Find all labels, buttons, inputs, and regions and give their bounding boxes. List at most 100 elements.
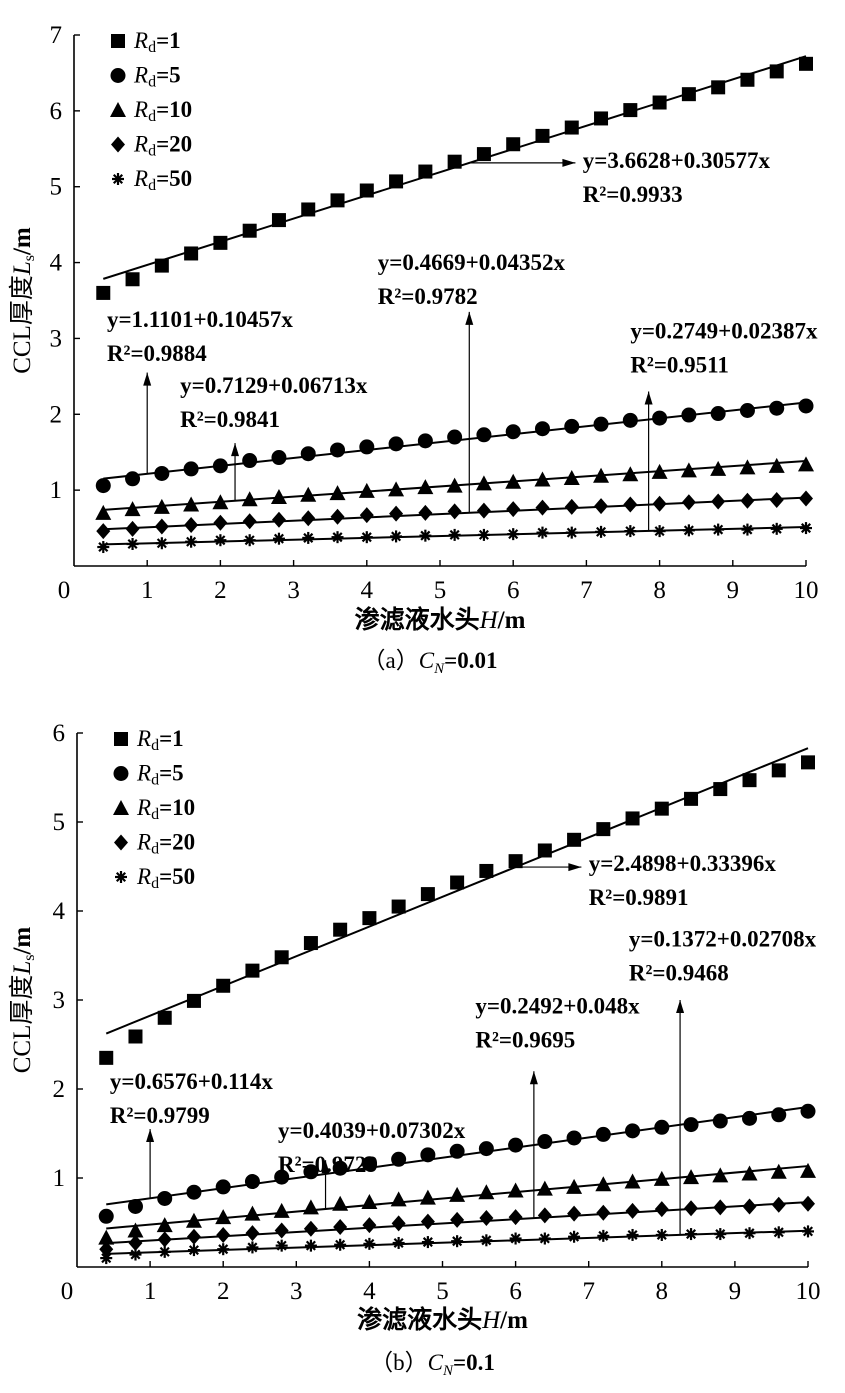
square-marker [184,246,199,261]
caption-var: C [419,648,435,673]
diamond-marker [274,1222,289,1239]
square-marker [216,978,231,993]
circle-marker [622,412,638,428]
triangle-marker [329,485,346,501]
y-tick-label: 3 [50,325,63,352]
series-Rd-5 [98,1103,816,1224]
circle-marker [183,461,199,477]
asterisk-stroke [332,532,343,543]
square-marker [418,164,433,179]
x-tick-label: 2 [214,577,227,604]
square-marker [359,183,374,198]
arrow-head [529,1071,538,1085]
square-marker [245,963,260,978]
square-marker [111,34,125,48]
series-Rd-50 [100,1225,814,1265]
triangle-marker [710,460,727,476]
legend-value: =10 [156,97,192,122]
triangle-marker [300,486,317,502]
fit-equation: y=0.1372+0.02708x [629,927,817,952]
square-marker [740,72,755,87]
caption-sub: N [433,661,445,677]
circle-marker [212,458,228,474]
asterisk-stroke [654,526,665,537]
triangle-marker [417,479,434,495]
asterisk-marker [246,1241,259,1254]
y-tick-label: 3 [53,987,66,1014]
asterisk-stroke [391,531,402,542]
asterisk-marker [714,1228,727,1241]
asterisk-marker [597,1229,610,1242]
square-marker [535,128,550,143]
diamond-marker [769,492,784,509]
triangle-marker [536,1180,553,1196]
y-label-unit: /m [9,927,36,956]
asterisk-marker [360,531,373,544]
legend-value: =20 [156,132,192,157]
series-Rd-50 [97,522,812,554]
circle-marker [537,1134,553,1150]
triangle-marker [113,800,129,815]
fit-annotation: y=0.6576+0.114x R²=0.9799 [110,1069,273,1199]
diamond-marker [186,1228,201,1245]
x-label-var: H [481,1307,502,1334]
circle-marker [800,1103,816,1119]
arrow-head [676,1000,685,1013]
asterisk-stroke [449,529,460,540]
square-marker [128,1029,143,1044]
triangle-marker [270,488,287,504]
asterisk-marker [187,1244,200,1257]
legend-sub: d [148,143,156,160]
triangle-marker [127,1222,144,1238]
square-marker [389,174,404,189]
x-tick-label: 6 [507,577,520,604]
diamond-marker [654,1201,669,1218]
square-marker [769,64,784,79]
triangle-marker [153,498,170,514]
square-marker [742,773,757,788]
diamond-marker [333,1218,348,1235]
diamond-marker [681,494,696,511]
triangle-marker [244,1205,261,1221]
diamond-marker [450,1211,465,1228]
diamond-marker [623,496,638,513]
x-tick-label: 6 [509,1278,522,1305]
asterisk-marker [626,1228,639,1241]
triangle-marker [505,473,522,489]
asterisk-marker [302,531,315,544]
fit-r-squared: R²=0.9695 [475,1027,575,1052]
diamond-marker [362,1217,377,1234]
triangle-marker [156,1217,173,1233]
legend-sub: d [148,74,156,91]
series-Rd-1 [96,55,813,300]
fit-annotation: y=0.1372+0.02708x R²=0.9468 [629,927,817,1235]
circle-marker [595,1126,611,1142]
asterisk-marker [112,173,124,185]
series-Rd-20 [99,1195,815,1258]
caption-prefix: （a） [363,648,419,673]
arrow-head [146,1129,155,1143]
circle-marker [566,1130,582,1146]
square-marker [771,763,786,778]
asterisk-marker [538,1232,551,1245]
x-tick-label: 0 [61,1278,74,1305]
circle-marker [125,471,141,487]
diamond-marker [157,1231,172,1248]
x-tick-label: 4 [361,577,374,604]
diamond-marker [742,1198,757,1215]
legend-entry: Rd=1 [133,28,181,56]
square-marker [447,154,462,169]
y-label-sub: s [21,255,38,261]
chart-panel-a: 0 1 2 3 4 5 6 7 8 9 101234567渗滤液水头H/mCCL厚度Ls/m（a）C… [8,22,819,677]
caption-value: =0.01 [444,648,497,673]
asterisk-stroke [452,1236,463,1247]
asterisk-marker [685,1228,698,1241]
square-marker [567,832,582,847]
square-marker [506,137,521,152]
x-tick-label: 7 [580,577,593,604]
asterisk-stroke [115,871,127,883]
y-axis-label: CCL厚度Ls/m [8,927,38,1074]
legend-var: R [136,864,151,889]
asterisk-stroke [569,1231,580,1242]
asterisk-stroke [422,1237,433,1248]
